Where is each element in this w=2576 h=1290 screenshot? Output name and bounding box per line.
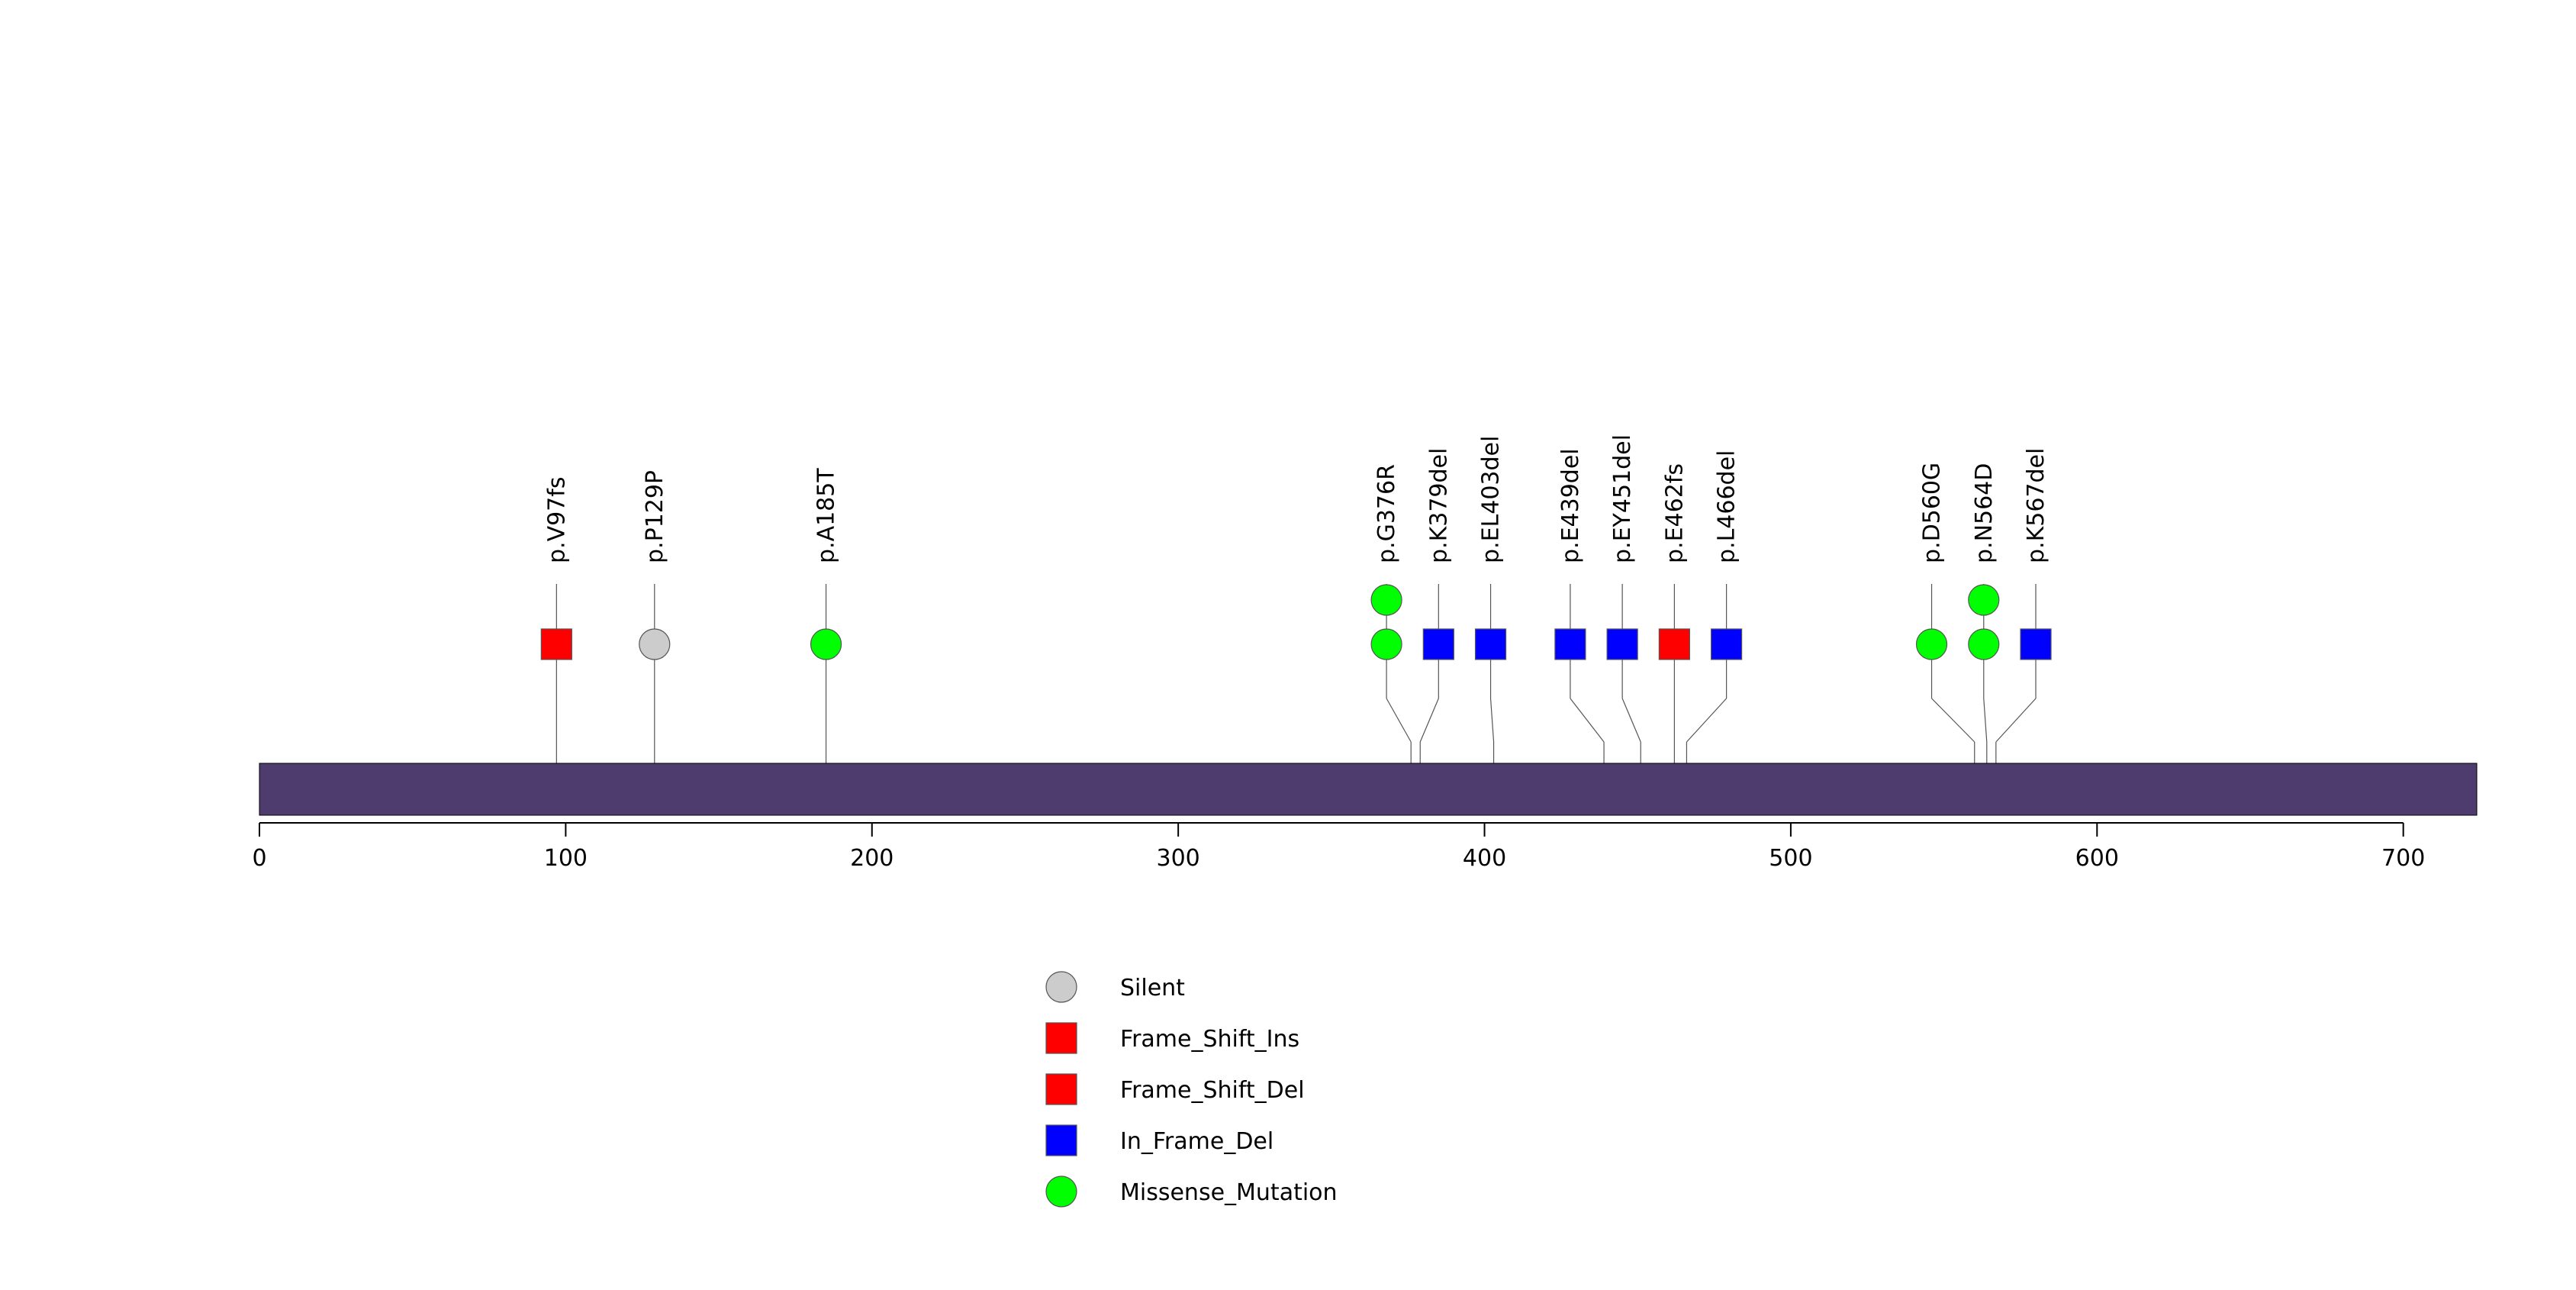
- mutation-labels: p.V97fs p.P129P p.A185T p.G376R p.K379del p.E…: [543, 434, 2050, 563]
- mutation-marker: [1915, 628, 1948, 660]
- mutation-marker: [1370, 584, 1402, 616]
- stem-segment: [1983, 698, 1988, 743]
- mutation-label: p.P129P: [642, 470, 668, 563]
- mutation-marker: [540, 628, 572, 660]
- mutation-marker: [1658, 628, 1690, 660]
- mutation-marker: [639, 628, 671, 660]
- protein-domain-bar: [259, 763, 2478, 816]
- axis-tick-label: 600: [2075, 845, 2119, 872]
- mutation-label: p.E462fs: [1661, 463, 1688, 563]
- legend-label: Silent: [1120, 975, 1185, 1001]
- stem-segment: [1621, 698, 1641, 743]
- axis-tick-label: 400: [1463, 845, 1506, 872]
- mutation-marker: [810, 628, 842, 660]
- mutation-marker: [2020, 628, 2052, 660]
- mutation-label: p.EL403del: [1478, 436, 1505, 563]
- legend-label: In_Frame_Del: [1120, 1128, 1274, 1155]
- mutation-marker: [1606, 628, 1638, 660]
- mutation-label: p.K567del: [2023, 448, 2050, 563]
- legend-marker: [1045, 1073, 1077, 1105]
- legend: Silent Frame_Shift_Ins Frame_Shift_Del In_F…: [1045, 971, 1338, 1208]
- legend-label: Frame_Shift_Del: [1120, 1077, 1305, 1104]
- axis-tick-label: 300: [1157, 845, 1200, 872]
- mutation-marker: [1554, 628, 1586, 660]
- mutation-label: p.G376R: [1373, 464, 1400, 563]
- mutation-label: p.E439del: [1557, 448, 1584, 563]
- axis-tick-label: 100: [544, 845, 588, 872]
- mutation-marker: [1474, 628, 1507, 660]
- mutation-marker: [1370, 628, 1402, 660]
- mutation-label: p.N564D: [1971, 463, 1998, 563]
- mutation-label: p.D560G: [1919, 463, 1946, 563]
- mutation-label: p.L466del: [1714, 450, 1740, 563]
- axis-tick-label: 700: [2381, 845, 2425, 872]
- axis-tick-label: 500: [1769, 845, 1812, 872]
- mutation-markers: [540, 584, 2052, 660]
- mutation-label: p.EY451del: [1609, 434, 1636, 563]
- legend-label: Frame_Shift_Ins: [1120, 1026, 1299, 1053]
- legend-marker: [1045, 1022, 1077, 1054]
- mutation-marker: [1968, 584, 2000, 616]
- axis-tick-label: 200: [850, 845, 894, 872]
- stem-segment: [1386, 698, 1412, 743]
- stem-segment: [1489, 698, 1495, 743]
- legend-marker: [1045, 1124, 1077, 1156]
- stem-segment: [1419, 698, 1439, 743]
- stem-segment: [1686, 698, 1728, 743]
- mutation-label: p.K379del: [1425, 448, 1452, 563]
- mutation-marker: [1711, 628, 1743, 660]
- stem-segment: [1570, 698, 1605, 743]
- x-axis: 0 100 200 300 400 500 600 700: [252, 822, 2425, 872]
- mutation-label: p.V97fs: [543, 477, 570, 563]
- axis-tick-label: 0: [252, 845, 266, 872]
- mutation-label: p.A185T: [813, 468, 840, 563]
- mutation-marker: [1968, 628, 2000, 660]
- stem-segment: [1931, 698, 1975, 743]
- stem-segment: [1995, 698, 2037, 743]
- mutation-marker: [1422, 628, 1454, 660]
- legend-marker: [1045, 1176, 1077, 1208]
- legend-label: Missense_Mutation: [1120, 1179, 1338, 1206]
- legend-marker: [1045, 971, 1077, 1003]
